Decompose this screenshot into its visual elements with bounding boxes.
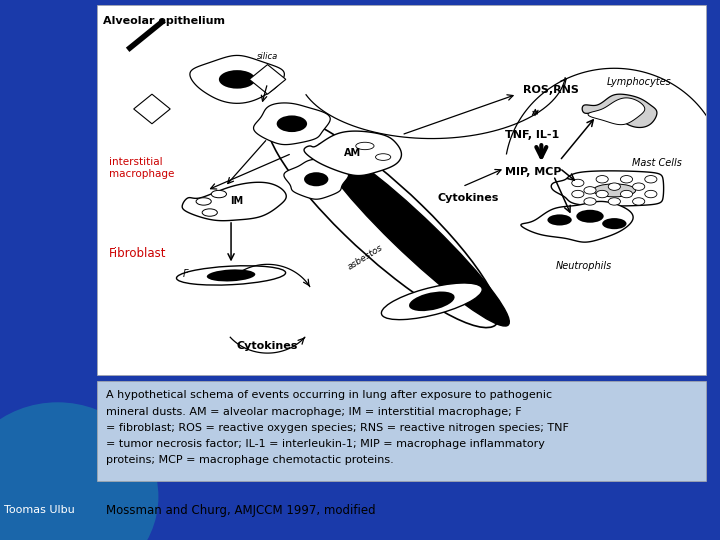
Ellipse shape	[207, 269, 256, 281]
Ellipse shape	[376, 154, 391, 160]
Polygon shape	[588, 98, 644, 125]
Ellipse shape	[202, 209, 217, 216]
Polygon shape	[249, 65, 286, 94]
Text: asbestos: asbestos	[346, 242, 384, 271]
Circle shape	[572, 190, 584, 198]
Circle shape	[596, 190, 608, 198]
Polygon shape	[190, 56, 284, 103]
Text: ROS,RNS: ROS,RNS	[523, 85, 579, 96]
Text: = fibroblast; ROS = reactive oxygen species; RNS = reactive nitrogen species; TN: = fibroblast; ROS = reactive oxygen spec…	[106, 423, 569, 433]
Text: Neutrophils: Neutrophils	[556, 261, 612, 271]
Text: silica: silica	[257, 52, 278, 61]
Text: TNF, IL-1: TNF, IL-1	[505, 130, 559, 140]
Ellipse shape	[0, 402, 158, 540]
Ellipse shape	[593, 184, 636, 197]
Polygon shape	[552, 171, 664, 206]
Polygon shape	[134, 94, 170, 124]
Circle shape	[633, 183, 645, 190]
Text: A hypothetical schema of events occurring in lung after exposure to pathogenic: A hypothetical schema of events occurrin…	[106, 390, 552, 401]
Ellipse shape	[602, 218, 626, 229]
Polygon shape	[521, 201, 633, 242]
Polygon shape	[304, 131, 402, 176]
Ellipse shape	[176, 266, 286, 285]
Ellipse shape	[267, 112, 500, 328]
Text: Lymphocytes: Lymphocytes	[606, 77, 671, 87]
Circle shape	[621, 176, 633, 183]
Circle shape	[596, 176, 608, 183]
Ellipse shape	[196, 198, 211, 205]
Text: Mossman and Churg, AMJCCM 1997, modified: Mossman and Churg, AMJCCM 1997, modified	[106, 504, 375, 517]
Polygon shape	[284, 159, 348, 199]
Ellipse shape	[382, 283, 482, 320]
Circle shape	[572, 179, 584, 187]
Ellipse shape	[219, 70, 256, 89]
Circle shape	[621, 190, 633, 198]
Polygon shape	[253, 103, 330, 145]
Circle shape	[645, 176, 657, 183]
Circle shape	[633, 198, 645, 205]
Circle shape	[608, 183, 621, 190]
Ellipse shape	[304, 172, 328, 186]
Circle shape	[584, 198, 596, 205]
Text: AM: AM	[344, 148, 361, 158]
Text: Fibroblast: Fibroblast	[109, 247, 167, 260]
Text: proteins; MCP = macrophage chemotactic proteins.: proteins; MCP = macrophage chemotactic p…	[106, 455, 394, 465]
Text: Cytokines: Cytokines	[438, 193, 499, 202]
Polygon shape	[182, 183, 287, 221]
Text: Alveolar epithelium: Alveolar epithelium	[103, 17, 225, 26]
Text: MIP, MCP: MIP, MCP	[505, 167, 562, 177]
Text: F: F	[183, 268, 188, 279]
Text: mineral dusts. AM = alveolar macrophage; IM = interstitial macrophage; F: mineral dusts. AM = alveolar macrophage;…	[106, 407, 521, 417]
Text: = tumor necrosis factor; IL-1 = interleukin-1; MIP = macrophage inflammatory: = tumor necrosis factor; IL-1 = interleu…	[106, 439, 545, 449]
Ellipse shape	[409, 292, 454, 311]
Text: interstitial
macrophage: interstitial macrophage	[109, 157, 175, 179]
Ellipse shape	[356, 142, 374, 150]
Bar	[97, 5, 706, 375]
Ellipse shape	[276, 116, 307, 132]
Circle shape	[584, 187, 596, 194]
Polygon shape	[582, 94, 657, 127]
Text: Mast Cells: Mast Cells	[632, 158, 682, 168]
Text: Cytokines: Cytokines	[237, 341, 298, 350]
Text: Toomas Ulbu: Toomas Ulbu	[4, 505, 74, 515]
Circle shape	[645, 190, 657, 198]
Text: IM: IM	[230, 197, 243, 206]
Ellipse shape	[318, 144, 509, 326]
Ellipse shape	[547, 214, 572, 226]
Bar	[97, 381, 706, 481]
Ellipse shape	[211, 190, 227, 198]
Ellipse shape	[576, 210, 603, 222]
Circle shape	[608, 198, 621, 205]
